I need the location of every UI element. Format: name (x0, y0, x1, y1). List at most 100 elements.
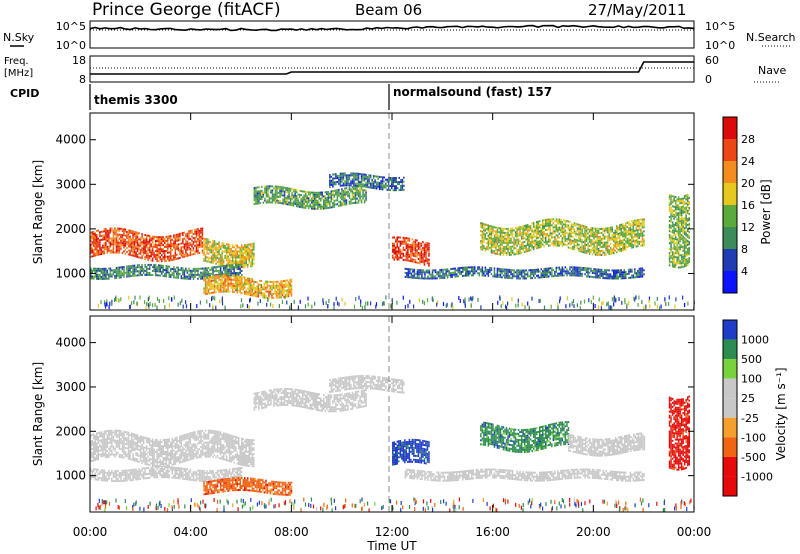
echo-cell (481, 244, 484, 247)
echo-cell (428, 246, 430, 249)
echo-cell (603, 241, 606, 244)
echo-cell (194, 232, 196, 235)
echo-cell (554, 272, 556, 275)
echo-cell (154, 240, 157, 242)
echo-cell (289, 199, 292, 202)
echo-cell (180, 269, 183, 272)
echo-cell (590, 241, 592, 244)
echo-cell (543, 270, 545, 272)
echo-cell (247, 281, 249, 284)
echo-cell (231, 244, 234, 247)
echo-cell (241, 284, 243, 287)
echo-cell (537, 246, 539, 249)
echo-cell (526, 275, 529, 278)
echo-cell (335, 203, 337, 206)
echo-cell (286, 291, 288, 294)
echo-cell (578, 247, 580, 250)
echo-cell (360, 175, 363, 178)
echo-cell (168, 237, 170, 240)
echo-cell (484, 227, 487, 230)
echo-cell (408, 255, 411, 258)
echo-cell (613, 250, 615, 253)
echo-cell (638, 218, 641, 221)
echo-cell (602, 235, 604, 238)
echo-cell (637, 235, 639, 238)
echo-cell (222, 276, 225, 279)
echo-cell (244, 290, 246, 293)
echo-cell (158, 260, 160, 263)
echo-cell (519, 252, 521, 255)
echo-cell (668, 206, 671, 209)
echo-cell (195, 232, 198, 235)
echo-cell (599, 250, 601, 252)
echo-cell (635, 233, 638, 236)
echo-cell (330, 183, 333, 186)
echo-cell (622, 249, 624, 252)
echo-cell (251, 252, 254, 255)
echo-cell (437, 273, 440, 276)
echo-cell (268, 197, 271, 200)
echo-cell (312, 205, 314, 208)
echo-cell (529, 229, 532, 231)
echo-cell (290, 288, 293, 291)
echo-cell (336, 189, 339, 192)
echo-cell (483, 270, 485, 273)
echo-cell (359, 185, 361, 187)
echo-cell (555, 242, 558, 245)
echo-cell (271, 280, 273, 283)
echo-cell (587, 236, 589, 239)
echo-cell (561, 237, 564, 240)
echo-cell (253, 292, 255, 295)
echo-cell (132, 266, 134, 269)
echo-cell (628, 223, 630, 226)
echo-cell (106, 231, 109, 234)
echo-cell (448, 272, 450, 275)
echo-cell (407, 270, 410, 273)
echo-cell (510, 239, 512, 242)
echo-cell (162, 238, 164, 241)
echo-cell (203, 271, 205, 274)
echo-cell (499, 235, 502, 238)
echo-cell (194, 267, 196, 270)
echo-cell (368, 176, 370, 179)
echo-cell (407, 257, 409, 260)
echo-cell (129, 235, 131, 238)
echo-cell (188, 246, 190, 249)
echo-cell (638, 275, 641, 278)
echo-cell (127, 267, 130, 270)
echo-cell (440, 275, 443, 277)
echo-cell (176, 274, 178, 277)
echo-cell (212, 287, 214, 290)
echo-cell (142, 249, 145, 252)
echo-cell (677, 246, 680, 249)
echo-cell (238, 285, 240, 288)
echo-cell (528, 241, 530, 244)
echo-cell (242, 262, 244, 265)
echo-cell (628, 231, 630, 234)
echo-cell (106, 229, 109, 232)
echo-cell (194, 250, 196, 253)
echo-cell (414, 245, 417, 248)
echo-cell (162, 266, 164, 269)
echo-cell (496, 232, 499, 235)
echo-cell (218, 276, 220, 279)
echo-cell (576, 268, 579, 271)
echo-cell (330, 196, 333, 199)
echo-cell (449, 274, 452, 277)
echo-cell (257, 287, 260, 290)
echo-cell (591, 233, 594, 236)
echo-cell (274, 290, 276, 293)
echo-cell (286, 285, 288, 288)
echo-cell (505, 270, 508, 273)
echo-cell (643, 222, 645, 225)
echo-cell (584, 267, 586, 270)
echo-cell (581, 238, 583, 241)
echo-cell (236, 281, 238, 284)
echo-cell (490, 273, 493, 276)
echo-cell (668, 194, 671, 197)
echo-cell (132, 274, 134, 277)
echo-cell (183, 269, 186, 272)
echo-cell (542, 237, 544, 240)
echo-cell (413, 244, 415, 247)
echo-cell (581, 226, 583, 229)
